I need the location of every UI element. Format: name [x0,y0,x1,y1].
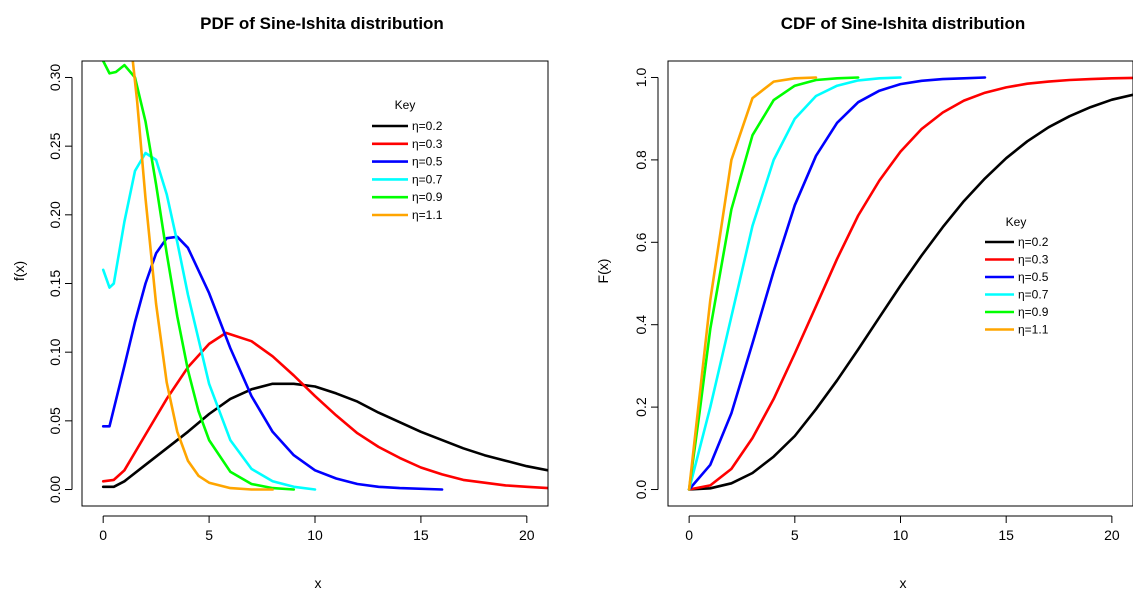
cdf-x-tick-label: 20 [1104,527,1120,543]
pdf-plot-frame [81,60,549,507]
pdf-y-tick-label: 0.00 [47,476,63,503]
pdf-y-tick-label: 0.25 [47,132,63,159]
pdf-x-tick-label: 0 [99,527,107,543]
cdf-series-line-4 [687,76,860,491]
pdf-series-line-5 [131,61,274,491]
cdf-series-line-0 [687,93,1133,491]
cdf-series-line-1 [687,76,1133,491]
cdf-y-tick-label: 1.0 [633,68,649,88]
pdf-legend-label-0: η=0.2 [412,119,443,133]
pdf-legend-label-3: η=0.7 [412,172,443,186]
pdf-chart-title: PDF of Sine-Ishita distribution [200,14,444,33]
pdf-y-axis-label: f(x) [11,261,27,281]
pdf-series-line-3 [101,151,317,491]
cdf-x-axis-label: x [900,575,907,591]
cdf-legend-label-1: η=0.3 [1018,253,1049,267]
cdf-legend-label-4: η=0.9 [1018,305,1049,319]
cdf-chart-title: CDF of Sine-Ishita distribution [781,14,1026,33]
pdf-legend-label-5: η=1.1 [412,208,443,222]
cdf-y-tick-label: 0.4 [633,315,649,335]
pdf-x-tick-label: 10 [307,527,323,543]
cdf-x-tick-label: 5 [791,527,799,543]
cdf-legend-label-2: η=0.5 [1018,270,1049,284]
pdf-panel: PDF of Sine-Ishita distribution x f(x) 0… [11,14,549,591]
pdf-series-line-0 [101,382,548,489]
pdf-x-axis-label: x [315,575,322,591]
pdf-y-tick-label: 0.15 [47,270,63,297]
cdf-y-axis-label: F(x) [595,259,611,284]
cdf-series-line-2 [687,76,987,491]
cdf-y-tick-label: 0.2 [633,397,649,417]
cdf-y-tick-label: 0.0 [633,480,649,500]
cdf-y-tick-label: 0.6 [633,232,649,252]
pdf-x-tick-label: 20 [519,527,535,543]
cdf-plot-frame [667,60,1133,507]
pdf-x-tick-label: 15 [413,527,429,543]
cdf-series-line-5 [687,76,818,491]
pdf-series-line-1 [101,331,548,490]
pdf-y-tick-label: 0.30 [47,64,63,91]
pdf-x-tick-label: 5 [205,527,213,543]
pdf-y-tick-label: 0.20 [47,201,63,228]
cdf-series-line-3 [687,76,902,491]
cdf-legend-label-5: η=1.1 [1018,323,1049,337]
pdf-series-line-2 [101,235,444,491]
pdf-legend-label-2: η=0.5 [412,155,443,169]
cdf-y-tick-label: 0.8 [633,150,649,170]
pdf-y-tick-label: 0.10 [47,338,63,365]
cdf-legend-label-0: η=0.2 [1018,235,1049,249]
cdf-x-tick-label: 10 [893,527,909,543]
cdf-x-tick-label: 15 [998,527,1014,543]
pdf-legend-title: Key [395,98,416,112]
pdf-series-group [101,61,548,491]
cdf-x-tick-label: 0 [685,527,693,543]
cdf-legend-label-3: η=0.7 [1018,288,1049,302]
cdf-series-group [687,76,1133,491]
pdf-y-tick-label: 0.05 [47,407,63,434]
pdf-legend-label-4: η=0.9 [412,190,443,204]
cdf-legend-title: Key [1006,215,1027,229]
cdf-panel: CDF of Sine-Ishita distribution x F(x) 0… [595,14,1133,591]
pdf-legend-label-1: η=0.3 [412,137,443,151]
pdf-series-line-4 [101,61,296,491]
